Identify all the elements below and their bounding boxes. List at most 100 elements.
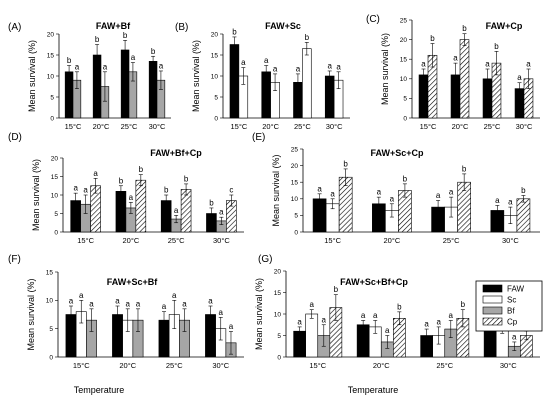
panel-title: FAW+Bf+Cp [150,148,202,158]
significance-letter: a [208,297,213,306]
significance-letter: a [385,326,390,335]
x-tick-label: 15°C [73,361,90,370]
significance-letter: a [485,60,490,69]
y-axis-label: Mean survival (%) [271,154,281,226]
x-tick-label: 30°C [516,122,533,131]
significance-letter: a [264,56,269,65]
x-tick-label: 25°C [436,361,453,370]
y-tick-label: 5 [214,94,218,101]
significance-letter: a [322,315,327,324]
significance-letter: a [390,194,395,203]
x-tick-label: 15°C [309,361,326,370]
legend-label: Bf [507,307,515,316]
x-tick-label: 25°C [484,122,501,131]
bar-faw [64,71,74,119]
significance-letter: b [67,56,72,65]
y-tick-label: 15 [211,52,219,59]
panel-title: FAW+Bf [96,21,131,31]
significance-letter: a [296,64,301,73]
x-tick-label: 25°C [443,236,460,245]
y-tick-label: 5 [277,333,281,340]
x-tick-label: 15°C [420,122,437,131]
panel-title: FAW+Cp [486,21,523,31]
y-axis-label: Mean survival (%) [254,278,264,350]
y-tick-label: 20 [400,37,408,44]
x-tick-label: 25°C [166,361,183,370]
y-tick-label: 10 [46,298,54,305]
y-tick-label: 10 [274,311,282,318]
legend-swatch-bf [482,306,503,315]
x-tick-label: 30°C [500,361,517,370]
significance-letter: a [336,62,341,71]
x-tick-label: 15°C [65,122,82,131]
bar-faw [115,191,127,233]
significance-letter: a [131,53,136,62]
y-tick-label: 10 [51,192,59,199]
y-axis-label: Mean survival (%) [380,33,390,105]
significance-letter: b [95,35,100,44]
y-tick-label: 0 [294,229,298,236]
panel-label: (A) [8,22,21,33]
y-tick-label: 20 [47,31,55,38]
significance-letter: b [232,27,237,36]
significance-letter: a [526,60,531,69]
x-tick-label: 15°C [230,122,247,131]
significance-letter: a [377,188,382,197]
significance-letter: a [327,61,332,70]
significance-letter: a [159,61,164,70]
panel-label: (F) [8,254,21,265]
panel-label: (E) [252,132,265,143]
legend: FAW Sc Bf Cp [475,280,543,332]
x-tick-label: 30°C [502,236,519,245]
significance-letter: b [462,24,467,33]
bar-cp [135,179,147,233]
bar-faw [229,44,240,119]
y-tick-label: 25 [291,146,299,153]
y-tick-label: 0 [50,115,54,122]
significance-letter: a [136,299,141,308]
y-tick-label: 5 [50,94,54,101]
bar-faw [324,75,335,119]
significance-letter: a [241,58,246,67]
x-tick-label: 25°C [294,122,311,131]
bar-faw [356,324,370,358]
significance-letter: b [462,164,467,173]
significance-letter: a [83,186,88,195]
y-tick-label: 0 [54,229,58,236]
significance-letter: b [164,186,169,195]
y-tick-label: 20 [51,155,59,162]
significance-letter: a [297,317,302,326]
significance-letter: a [103,62,108,71]
x-tick-label: 20°C [383,236,400,245]
x-tick-label: 25°C [121,122,138,131]
significance-letter: a [229,322,234,331]
y-tick-label: 15 [46,269,54,276]
x-tick-label: 20°C [122,236,139,245]
significance-letter: b [184,174,189,183]
significance-letter: b [403,174,408,183]
y-tick-label: 10 [47,73,55,80]
y-tick-label: 10 [291,196,299,203]
legend-label: Sc [507,296,516,305]
y-tick-label: 10 [400,76,408,83]
significance-letter: b [123,31,128,40]
significance-letter: a [453,54,458,63]
significance-letter: a [129,193,134,202]
significance-letter: a [512,332,517,341]
y-tick-label: 5 [294,213,298,220]
y-tick-label: 20 [291,163,299,170]
significance-letter: b [334,285,339,294]
y-axis-label: Mean survival (%) [31,159,41,231]
significance-letter: b [209,198,214,207]
significance-letter: a [182,299,187,308]
bar-cp [516,198,531,233]
panel-label: (C) [366,14,380,25]
significance-letter: b [461,300,466,309]
significance-letter: b [494,42,499,51]
y-tick-label: 0 [49,354,53,361]
legend-swatch-faw [482,284,503,293]
